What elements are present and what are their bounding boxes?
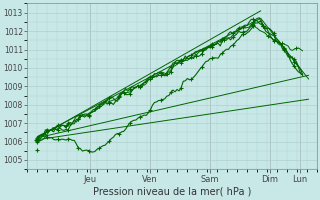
X-axis label: Pression niveau de la mer( hPa ): Pression niveau de la mer( hPa ) xyxy=(92,187,251,197)
